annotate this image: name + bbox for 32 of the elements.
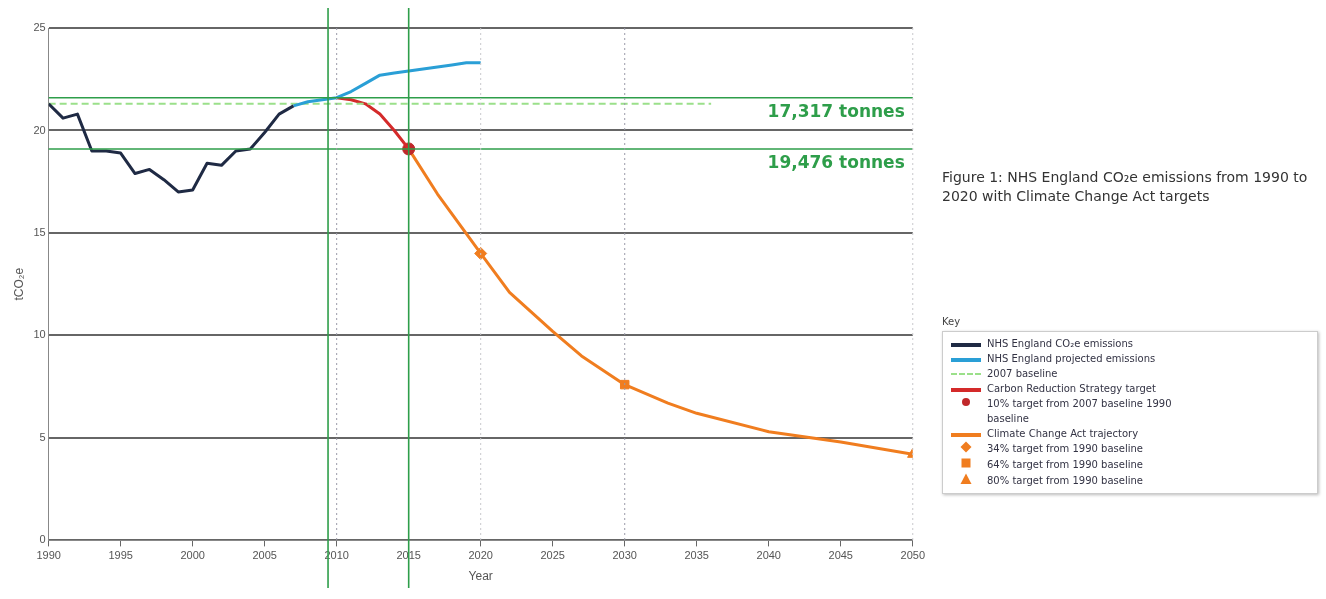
legend-label: Carbon Reduction Strategy target [987, 381, 1156, 396]
x-tick-label: 2050 [900, 549, 926, 562]
x-tick-label: 2025 [540, 549, 565, 562]
y-tick-label: 10 [33, 328, 46, 341]
legend-label: 80% target from 1990 baseline [987, 473, 1143, 488]
legend-label: NHS England CO₂e emissions [987, 336, 1134, 351]
x-tick-label: 2045 [828, 549, 853, 562]
x-tick-label: 2035 [684, 549, 709, 562]
x-tick-label: 1995 [108, 549, 133, 562]
x-axis-title: Year [468, 569, 493, 584]
text: Figure 1: NHS England CO₂e emissions from 1990 to 2020 with Climate Change Act targets [942, 168, 1309, 206]
y-tick-label: 20 [33, 123, 46, 136]
y-axis-title: tCO₂e [11, 267, 26, 301]
y-tick-label: 5 [39, 430, 46, 443]
y-tick-label: 0 [39, 533, 46, 546]
ref-line-label: 19,476 tonnes [767, 151, 905, 172]
x-tick-label: 2040 [756, 549, 781, 562]
y-tick-label: 25 [33, 21, 46, 34]
legend-label: 2007 baseline [987, 366, 1058, 381]
x-tick-label: 2020 [468, 549, 493, 562]
legend-label: 34% target from 1990 baseline [987, 441, 1143, 456]
legend-label: NHS England projected emissions [987, 351, 1156, 366]
legend-label: 10% target from 2007 baseline 1990 baseline [987, 396, 1173, 426]
x-tick-label: 2000 [180, 549, 205, 562]
ref-line-label: 17,317 tonnes [767, 100, 905, 121]
x-tick-label: 1990 [36, 549, 61, 562]
x-tick-label: 2030 [612, 549, 637, 562]
x-tick-label: 2005 [252, 549, 277, 562]
legend-title: Key [942, 315, 962, 327]
y-tick-label: 15 [33, 225, 46, 238]
legend-label: Climate Change Act trajectory [987, 426, 1139, 441]
legend-label: 64% target from 1990 baseline [987, 457, 1143, 472]
